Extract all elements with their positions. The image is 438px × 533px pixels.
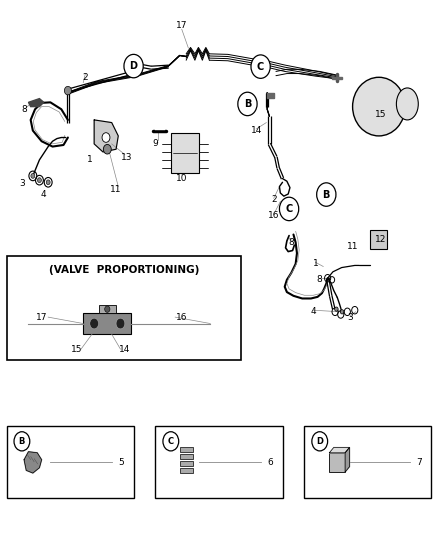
FancyBboxPatch shape	[180, 468, 193, 473]
FancyBboxPatch shape	[99, 305, 116, 313]
Circle shape	[312, 432, 328, 451]
Text: 8: 8	[317, 276, 323, 284]
Text: 15: 15	[71, 345, 82, 353]
Text: 8: 8	[21, 105, 27, 114]
Text: 8: 8	[288, 238, 294, 247]
Text: 13: 13	[121, 153, 133, 161]
Circle shape	[279, 197, 299, 221]
Text: 17: 17	[176, 21, 187, 30]
Polygon shape	[94, 120, 118, 152]
FancyBboxPatch shape	[180, 454, 193, 459]
Text: 2: 2	[271, 196, 276, 204]
Text: 3: 3	[19, 180, 25, 188]
Circle shape	[90, 318, 99, 329]
Text: C: C	[168, 437, 174, 446]
Circle shape	[38, 178, 41, 182]
Circle shape	[64, 86, 71, 95]
FancyBboxPatch shape	[7, 256, 241, 360]
Text: 9: 9	[152, 140, 159, 148]
FancyBboxPatch shape	[180, 461, 193, 466]
Ellipse shape	[353, 77, 405, 136]
Circle shape	[116, 318, 125, 329]
Text: C: C	[257, 62, 264, 71]
Circle shape	[105, 306, 110, 312]
Text: C: C	[286, 204, 293, 214]
Text: 4: 4	[41, 190, 46, 199]
FancyBboxPatch shape	[180, 447, 193, 452]
Circle shape	[238, 92, 257, 116]
Polygon shape	[28, 99, 44, 107]
Circle shape	[31, 173, 35, 178]
Circle shape	[46, 180, 50, 185]
Ellipse shape	[396, 88, 418, 120]
Polygon shape	[329, 448, 350, 453]
Text: 1: 1	[87, 156, 93, 164]
Circle shape	[124, 54, 143, 78]
Circle shape	[340, 310, 344, 314]
Circle shape	[317, 183, 336, 206]
Text: B: B	[244, 99, 251, 109]
Text: 14: 14	[119, 345, 131, 353]
Circle shape	[335, 307, 338, 311]
Text: 17: 17	[36, 313, 47, 321]
Text: 10: 10	[176, 174, 187, 183]
FancyBboxPatch shape	[304, 426, 431, 498]
Text: 15: 15	[375, 110, 387, 119]
FancyBboxPatch shape	[171, 133, 199, 173]
Text: 16: 16	[268, 212, 279, 220]
Text: 1: 1	[312, 260, 318, 268]
FancyBboxPatch shape	[83, 313, 131, 334]
Circle shape	[251, 55, 270, 78]
Circle shape	[14, 432, 30, 451]
Text: 12: 12	[375, 236, 387, 244]
FancyBboxPatch shape	[155, 426, 283, 498]
Polygon shape	[256, 60, 262, 65]
Text: D: D	[316, 437, 323, 446]
Text: (VALVE  PROPORTIONING): (VALVE PROPORTIONING)	[49, 265, 199, 276]
Circle shape	[163, 432, 179, 451]
Text: 7: 7	[416, 458, 422, 467]
FancyBboxPatch shape	[7, 426, 134, 498]
Text: 11: 11	[110, 185, 122, 193]
Text: 5: 5	[118, 458, 124, 467]
Text: B: B	[323, 190, 330, 199]
Polygon shape	[24, 452, 42, 473]
Text: 16: 16	[176, 313, 187, 321]
FancyBboxPatch shape	[329, 453, 345, 472]
Text: B: B	[19, 437, 25, 446]
Text: D: D	[130, 61, 138, 71]
Polygon shape	[267, 93, 274, 98]
Polygon shape	[332, 77, 342, 79]
Text: 6: 6	[267, 458, 273, 467]
Text: 4: 4	[311, 308, 316, 316]
FancyBboxPatch shape	[370, 230, 387, 249]
Text: 14: 14	[251, 126, 262, 135]
Text: 11: 11	[347, 242, 358, 251]
Text: 2: 2	[83, 73, 88, 82]
Circle shape	[103, 144, 111, 154]
Circle shape	[102, 133, 110, 142]
Text: 3: 3	[347, 313, 353, 321]
Polygon shape	[345, 448, 350, 472]
